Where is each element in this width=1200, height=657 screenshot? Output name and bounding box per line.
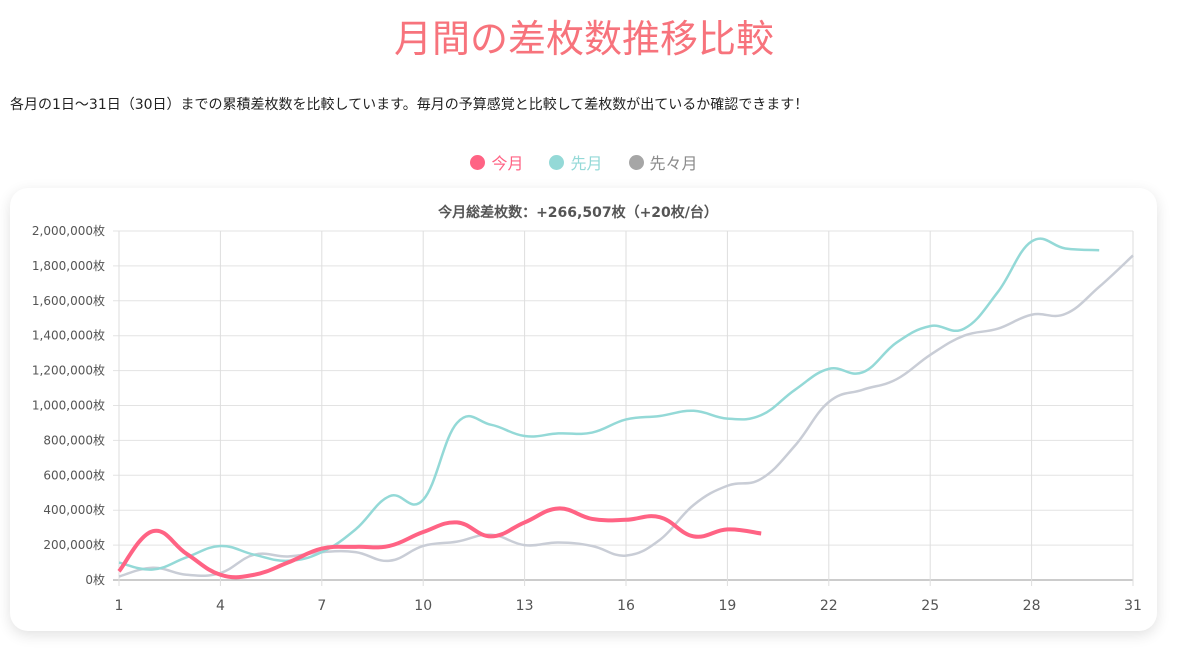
page-description: 各月の1日〜31日（30日）までの累積差枚数を比較しています。毎月の予算感覚と比… <box>10 97 809 113</box>
legend-dot-icon <box>549 154 565 170</box>
y-tick-label: 0枚 <box>85 572 105 587</box>
x-tick-label: 31 <box>1124 598 1142 614</box>
series-line-2 <box>118 254 1134 578</box>
series-line-1 <box>118 237 1100 571</box>
y-tick-label: 1,400,000枚 <box>32 328 105 343</box>
legend-item-two-months-ago[interactable]: 先々月 <box>628 150 698 174</box>
chart-legend: 今月 先月 先々月 <box>0 150 1168 174</box>
page-title: 月間の差枚数推移比較 <box>393 17 774 61</box>
legend-item-last-month[interactable]: 先月 <box>549 150 603 174</box>
x-tick-label: 25 <box>921 598 939 614</box>
legend-dot-icon <box>470 154 486 170</box>
chart-card <box>10 188 1157 631</box>
x-tick-label: 22 <box>820 598 838 614</box>
y-tick-label: 1,800,000枚 <box>32 258 105 273</box>
y-tick-label: 400,000枚 <box>43 502 105 517</box>
chart-title: 今月総差枚数：+266,507枚（+20枚/台） <box>437 204 718 221</box>
legend-label: 先月 <box>570 154 603 173</box>
y-tick-label: 200,000枚 <box>43 537 105 552</box>
y-tick-label: 2,000,000枚 <box>32 223 105 238</box>
x-tick-label: 13 <box>516 598 534 614</box>
legend-label: 今月 <box>491 154 524 173</box>
legend-label: 先々月 <box>649 154 698 173</box>
y-tick-label: 1,000,000枚 <box>32 398 105 413</box>
legend-item-this-month[interactable]: 今月 <box>470 150 523 174</box>
x-tick-label: 1 <box>115 598 124 614</box>
series-line-0 <box>117 506 762 580</box>
y-tick-label: 1,600,000枚 <box>32 293 105 308</box>
y-tick-label: 800,000枚 <box>43 432 105 447</box>
x-tick-label: 4 <box>216 598 225 614</box>
x-tick-label: 10 <box>414 598 432 614</box>
x-tick-label: 16 <box>617 598 635 614</box>
x-tick-label: 19 <box>718 598 736 614</box>
y-tick-label: 1,200,000枚 <box>32 363 105 378</box>
legend-dot-icon <box>628 154 644 170</box>
x-tick-label: 28 <box>1023 598 1041 614</box>
y-tick-label: 600,000枚 <box>43 467 105 482</box>
x-tick-label: 7 <box>317 598 326 614</box>
